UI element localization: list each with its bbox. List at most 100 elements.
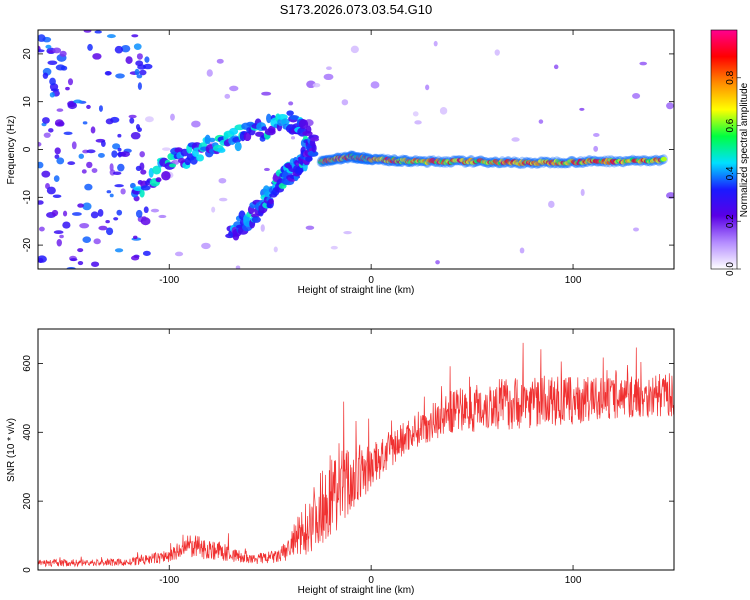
spectral-blob xyxy=(67,78,74,86)
spectral-blob xyxy=(310,137,320,142)
spectrogram-y-tick-label: 0 xyxy=(22,146,33,152)
spectral-blob xyxy=(91,261,100,267)
spectral-blob xyxy=(311,143,317,153)
spectral-blob xyxy=(62,221,71,229)
spectral-blob xyxy=(56,239,62,247)
spectral-blob xyxy=(117,147,122,152)
spectral-blob xyxy=(82,236,92,243)
spectral-blob xyxy=(93,238,101,245)
colorbar-tick-label: 0.6 xyxy=(725,118,736,132)
spectral-blob xyxy=(79,222,90,229)
spectral-blob xyxy=(38,226,45,232)
spectral-blob xyxy=(298,119,309,129)
spectral-blob xyxy=(414,120,422,125)
spectral-blob xyxy=(435,260,440,265)
spectral-blob xyxy=(77,203,84,208)
spectral-blob xyxy=(98,225,108,231)
spectral-blob xyxy=(65,86,70,91)
spectral-blob xyxy=(51,209,59,217)
snr-y-tick-label: 200 xyxy=(22,492,33,509)
spectral-blob xyxy=(632,92,641,99)
spectral-blob xyxy=(45,44,52,49)
spectral-blob xyxy=(538,119,544,124)
spectral-blob xyxy=(53,230,64,235)
spectral-blob xyxy=(289,115,300,120)
snr-y-ticks: 0 200 400 600 xyxy=(22,355,674,573)
spectral-blob xyxy=(43,132,51,138)
spectrogram-x-label: Height of straight line (km) xyxy=(298,285,415,296)
spectral-blob xyxy=(133,43,142,50)
spectrogram-y-tick-label: 20 xyxy=(22,48,33,60)
spectral-blob xyxy=(161,171,171,181)
spectral-blob xyxy=(243,131,252,142)
spectral-blob xyxy=(219,197,228,202)
spectral-blob xyxy=(548,200,555,208)
spectral-blob xyxy=(190,155,198,165)
spectral-blob xyxy=(137,82,142,90)
spectral-blob xyxy=(38,49,45,53)
spectral-blob xyxy=(129,117,135,124)
spectral-blob xyxy=(38,141,42,147)
spectral-blob xyxy=(191,120,201,128)
spectral-blob xyxy=(59,50,67,57)
snr-x-tick-label: 0 xyxy=(368,575,374,586)
spectral-blob xyxy=(67,100,76,108)
spectral-blob xyxy=(134,68,140,76)
spectral-blob xyxy=(132,235,138,240)
spectral-blob xyxy=(53,175,60,182)
spectral-blob xyxy=(217,147,226,153)
spectral-blob xyxy=(62,210,68,217)
spectral-blob xyxy=(49,92,55,98)
spectral-blob xyxy=(71,141,77,150)
spectral-blob xyxy=(109,163,114,172)
spectral-blob xyxy=(139,189,145,198)
spectral-blob xyxy=(114,45,124,54)
spectrogram-background xyxy=(38,30,674,269)
spectral-blob xyxy=(158,214,167,219)
spectral-blob xyxy=(52,47,62,54)
spectral-blob xyxy=(112,143,121,150)
spectral-blob xyxy=(307,150,319,157)
colorbar-ticks: 0.0 0.2 0.4 0.6 0.8 xyxy=(725,70,741,276)
spectrogram-x-tick-label: 0 xyxy=(368,275,374,286)
colorbar-label: Normalized spectral amplitude xyxy=(739,82,750,217)
spectral-blob xyxy=(263,167,270,172)
spectral-blob xyxy=(117,163,125,172)
spectral-blob xyxy=(69,258,78,262)
spectral-blob xyxy=(105,219,110,224)
colorbar-gradient xyxy=(711,30,737,269)
spectral-blob xyxy=(251,216,261,223)
colorbar-tick-label: 0.4 xyxy=(725,166,736,180)
spectral-blob xyxy=(350,45,359,54)
spectral-blob xyxy=(106,34,116,39)
spectrogram-marks xyxy=(38,30,674,269)
spectral-blob xyxy=(38,161,44,169)
spectrogram-y-label: Frequency (Hz) xyxy=(6,116,17,185)
spectral-blob xyxy=(41,170,51,178)
spectral-blob xyxy=(97,152,105,158)
spectral-blob xyxy=(130,131,141,140)
spectral-blob xyxy=(104,71,112,76)
spectral-blob xyxy=(579,107,585,111)
snr-y-tick-label: 600 xyxy=(22,355,33,372)
spectral-blob xyxy=(81,169,87,174)
snr-x-ticks: -100 0 100 xyxy=(159,329,582,586)
spectral-blob xyxy=(86,161,93,169)
spectral-blob xyxy=(63,131,73,136)
spectral-blob xyxy=(155,177,162,183)
spectral-blob xyxy=(54,119,64,127)
spectral-blob xyxy=(86,104,91,109)
spectral-blob xyxy=(73,99,83,104)
spectral-blob xyxy=(136,53,143,60)
spectral-blob xyxy=(305,125,312,134)
spectral-blob xyxy=(639,61,648,66)
spectrogram-y-tick-label: 10 xyxy=(22,96,33,108)
spectral-blob xyxy=(71,212,82,216)
figure-title: S173.2026.073.03.54.G10 xyxy=(280,2,433,17)
spectral-blob xyxy=(268,198,274,205)
spectral-blob xyxy=(139,69,147,76)
snr-x-tick-label: 100 xyxy=(565,575,582,586)
spectral-blob xyxy=(77,248,84,253)
spectral-blob xyxy=(90,126,96,134)
spectral-blob xyxy=(161,147,171,151)
